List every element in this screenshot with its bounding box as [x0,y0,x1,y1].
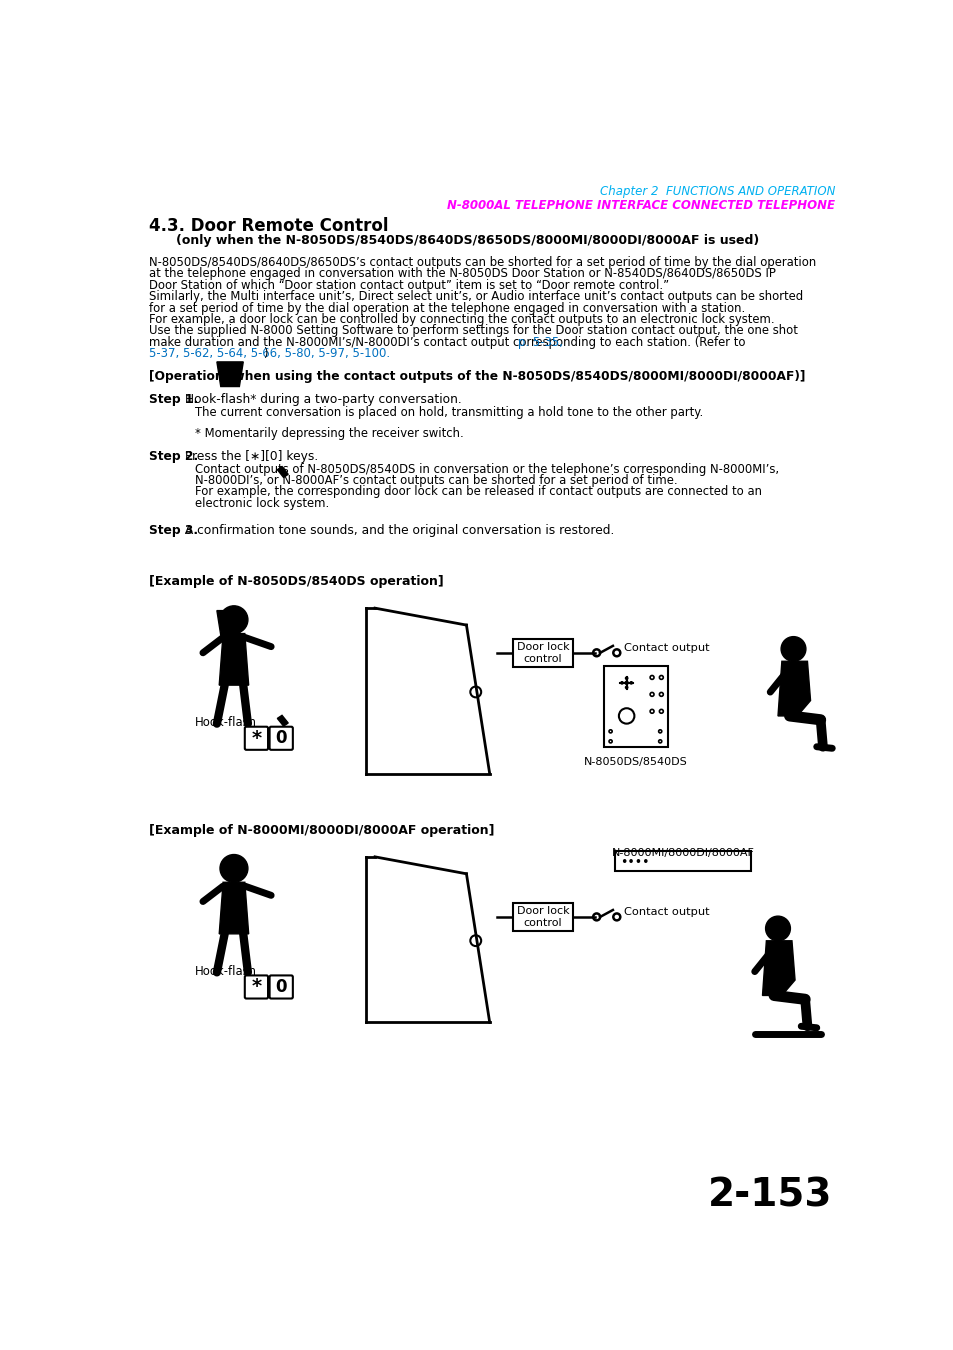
Circle shape [220,855,248,883]
Circle shape [228,747,231,749]
Text: Similarly, the Multi interface unit’s, Direct select unit’s, or Audio interface : Similarly, the Multi interface unit’s, D… [149,290,802,304]
Circle shape [625,678,627,679]
Text: For example, the corresponding door lock can be released if contact outputs are : For example, the corresponding door lock… [195,486,761,498]
Circle shape [221,979,224,981]
Text: Door Station of which “Door station contact output” item is set to “Door remote : Door Station of which “Door station cont… [149,278,668,292]
FancyBboxPatch shape [245,976,268,999]
Circle shape [234,736,237,738]
Text: Press the [∗][0] keys.: Press the [∗][0] keys. [181,450,318,463]
Circle shape [234,995,237,998]
Text: 2-153: 2-153 [707,1177,831,1215]
Circle shape [228,995,231,998]
Text: Contact outputs of N-8050DS/8540DS in conversation or the telephone’s correspond: Contact outputs of N-8050DS/8540DS in co… [195,463,779,475]
Text: Hook-flash: Hook-flash [195,965,257,977]
Circle shape [221,741,224,744]
Text: Use the supplied N-8000 Setting Software to perform settings for the Door statio: Use the supplied N-8000 Setting Software… [149,324,797,338]
Text: N-8000AL TELEPHONE INTERFACE CONNECTED TELEPHONE: N-8000AL TELEPHONE INTERFACE CONNECTED T… [447,198,835,212]
Text: [Example of N-8000MI/8000DI/8000AF operation]: [Example of N-8000MI/8000DI/8000AF opera… [149,824,494,837]
FancyBboxPatch shape [615,852,750,872]
FancyBboxPatch shape [270,976,293,999]
Polygon shape [219,883,249,934]
Circle shape [228,979,231,981]
Text: Hook-flash* during a two-party conversation.: Hook-flash* during a two-party conversat… [181,393,461,406]
Circle shape [221,984,224,987]
Text: 0: 0 [275,729,287,748]
Text: Chapter 2  FUNCTIONS AND OPERATION: Chapter 2 FUNCTIONS AND OPERATION [599,185,835,198]
Text: 4.3. Door Remote Control: 4.3. Door Remote Control [149,217,388,235]
Circle shape [221,995,224,998]
Polygon shape [761,941,794,995]
Circle shape [234,730,237,733]
FancyBboxPatch shape [513,639,573,667]
Circle shape [234,984,237,987]
Circle shape [765,917,790,941]
Text: A confirmation tone sounds, and the original conversation is restored.: A confirmation tone sounds, and the orig… [181,524,614,537]
Text: make duration and the N-8000MI’s/N-8000DI’s contact output corresponding to each: make duration and the N-8000MI’s/N-8000D… [149,336,748,348]
Circle shape [234,979,237,981]
Text: N-8050DS/8540DS: N-8050DS/8540DS [583,757,687,767]
Circle shape [625,686,627,688]
Text: N-8000DI’s, or N-8000AF’s contact outputs can be shorted for a set period of tim: N-8000DI’s, or N-8000AF’s contact output… [195,474,678,487]
Polygon shape [216,610,243,636]
Text: Step 2.: Step 2. [149,450,197,463]
Text: Contact output: Contact output [623,907,709,917]
Circle shape [630,682,632,684]
Circle shape [220,606,248,633]
Text: * Momentarily depressing the receiver switch.: * Momentarily depressing the receiver sw… [195,427,463,440]
Circle shape [228,736,231,738]
Text: at the telephone engaged in conversation with the N-8050DS Door Station or N-854: at the telephone engaged in conversation… [149,267,775,281]
Text: Hook-flash: Hook-flash [195,716,257,729]
Text: The current conversation is placed on hold, transmitting a hold tone to the othe: The current conversation is placed on ho… [195,405,702,418]
Text: For example, a door lock can be controlled by connecting the contact outputs to : For example, a door lock can be controll… [149,313,774,325]
Text: Step 1.: Step 1. [149,393,197,406]
Text: ••••: •••• [619,856,649,869]
Circle shape [221,990,224,992]
Text: p. 5-35,: p. 5-35, [517,336,563,348]
Text: Door lock
control: Door lock control [517,906,569,927]
Text: [Example of N-8050DS/8540DS operation]: [Example of N-8050DS/8540DS operation] [149,575,443,589]
Polygon shape [277,716,288,726]
Text: [Operation (when using the contact outputs of the N-8050DS/8540DS/8000MI/8000DI/: [Operation (when using the contact outpu… [149,370,804,383]
FancyBboxPatch shape [245,726,268,749]
Text: (only when the N-8050DS/8540DS/8640DS/8650DS/8000MI/8000DI/8000AF is used): (only when the N-8050DS/8540DS/8640DS/86… [175,235,759,247]
Text: for a set period of time by the dial operation at the telephone engaged in conve: for a set period of time by the dial ope… [149,301,744,315]
Text: electronic lock system.: electronic lock system. [195,497,329,510]
Circle shape [221,736,224,738]
Circle shape [221,730,224,733]
Circle shape [620,682,622,684]
Text: 0: 0 [275,977,287,996]
Circle shape [228,741,231,744]
Circle shape [228,730,231,733]
Circle shape [221,747,224,749]
Text: Door lock
control: Door lock control [517,643,569,664]
Polygon shape [277,467,288,478]
Circle shape [624,682,627,684]
FancyBboxPatch shape [513,903,573,930]
Text: N-8050DS/8540DS/8640DS/8650DS’s contact outputs can be shorted for a set period : N-8050DS/8540DS/8640DS/8650DS’s contact … [149,256,815,269]
Circle shape [234,990,237,992]
FancyBboxPatch shape [270,726,293,749]
Polygon shape [216,362,243,386]
Circle shape [234,747,237,749]
Text: N-8000MI/8000DI/8000AF: N-8000MI/8000DI/8000AF [611,848,754,859]
Circle shape [228,984,231,987]
Text: Step 3.: Step 3. [149,524,197,537]
FancyBboxPatch shape [604,666,667,747]
Circle shape [228,990,231,992]
Circle shape [234,741,237,744]
Text: Contact output: Contact output [623,643,709,653]
Text: 5-37, 5-62, 5-64, 5-66, 5-80, 5-97, 5-100.: 5-37, 5-62, 5-64, 5-66, 5-80, 5-97, 5-10… [149,347,390,360]
Circle shape [781,637,805,662]
Polygon shape [219,633,249,686]
Polygon shape [778,662,810,716]
Text: ): ) [263,347,268,360]
Text: *: * [251,729,261,748]
Text: *: * [251,977,261,996]
